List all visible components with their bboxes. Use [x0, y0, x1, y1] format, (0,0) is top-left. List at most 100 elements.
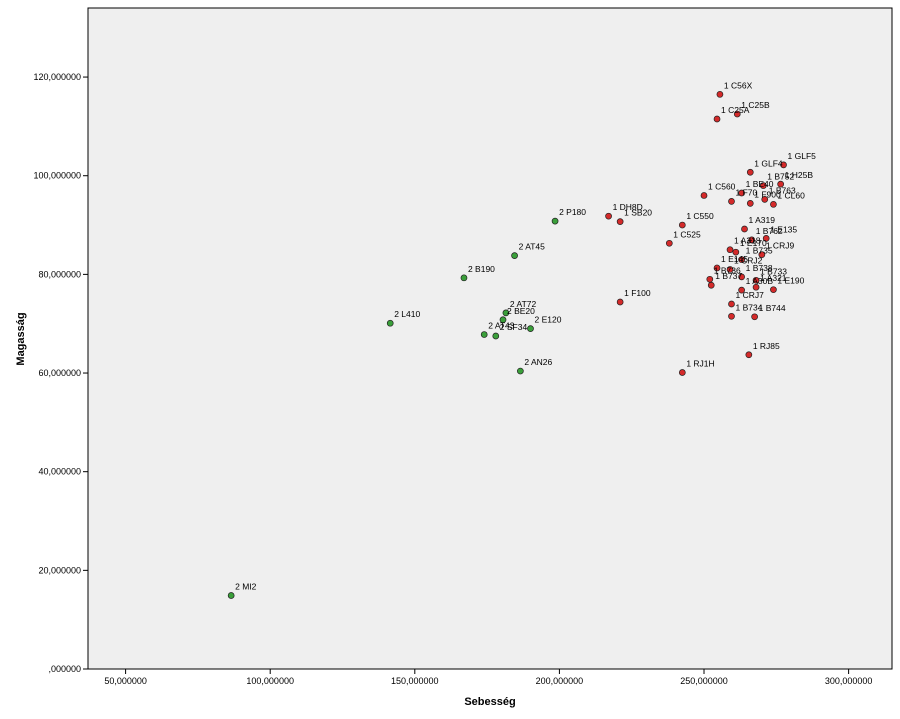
point-label: 1 B763	[769, 185, 796, 195]
data-point-group-1	[726, 266, 734, 273]
data-point-group-1	[728, 312, 735, 320]
data-point-group-1	[616, 298, 624, 306]
data-point-group-1	[605, 212, 612, 220]
data-point-group-1	[746, 199, 754, 207]
point-label: 1 B744	[759, 303, 786, 313]
data-point-group-1	[780, 161, 787, 169]
data-point-group-1	[761, 196, 769, 203]
data-point-group-1	[738, 189, 745, 197]
y-tick-label: 80,000000	[38, 269, 81, 279]
point-label: 1 E135	[770, 224, 797, 234]
x-axis-title: Sebesség	[464, 696, 515, 708]
point-label: 1 RJ85	[753, 341, 780, 351]
data-point-group-1	[738, 256, 745, 263]
point-label: 1 GLF4	[754, 158, 783, 168]
data-point-group-1	[759, 182, 767, 189]
point-label: 2 B190	[468, 264, 495, 274]
data-point-group-1	[678, 221, 686, 229]
point-label: 1 A319	[749, 215, 776, 225]
point-label: 1 E145	[721, 254, 748, 264]
x-tick-label: 150,000000	[391, 676, 439, 686]
data-point-group-1	[678, 369, 686, 376]
data-point-group-1	[716, 90, 724, 98]
point-label: 1 CRJ2	[734, 255, 763, 265]
data-point-group-2	[527, 325, 534, 332]
point-label: 1 B735	[746, 246, 773, 256]
y-tick-label: 60,000000	[38, 368, 81, 378]
y-tick-label: 120,000000	[33, 72, 81, 82]
point-label: 2 BE20	[507, 306, 535, 316]
point-label: 1 E170	[740, 238, 767, 248]
data-points	[227, 90, 787, 599]
data-point-group-1	[751, 313, 758, 321]
point-label: 1 B733	[760, 266, 787, 276]
data-point-group-1	[728, 300, 735, 308]
data-point-group-1	[741, 225, 748, 233]
point-label: 1 C550	[686, 211, 714, 221]
y-tick-label: 40,000000	[38, 467, 81, 477]
point-label: 1 B734	[735, 302, 762, 312]
point-label: 1 A318	[734, 236, 761, 246]
x-tick-label: 300,000000	[825, 676, 873, 686]
data-point-group-1	[713, 115, 721, 123]
data-point-group-1	[726, 246, 734, 254]
point-label: 1 CRJ7	[735, 290, 764, 300]
y-tick-label: 100,000000	[33, 171, 81, 181]
point-label: 1 CRJ9	[766, 241, 795, 251]
point-label: 1 C560	[708, 181, 736, 191]
data-point-group-1	[748, 236, 756, 244]
point-label: 1 E190	[777, 276, 804, 286]
x-tick-label: 200,000000	[536, 676, 584, 686]
point-label: 1 C25A	[721, 105, 750, 115]
data-point-group-1	[700, 192, 708, 199]
data-point-group-2	[517, 367, 524, 375]
point-label: 2 P180	[559, 207, 586, 217]
point-label: 1 A30B	[746, 276, 774, 286]
data-point-group-1	[738, 286, 745, 294]
point-label: 2 AT72	[510, 299, 537, 309]
point-label: 1 F70	[735, 187, 757, 197]
data-point-group-1	[777, 180, 785, 188]
point-label: 2 SF34	[500, 322, 528, 332]
data-point-group-2	[480, 331, 488, 338]
data-point-group-1	[770, 286, 777, 294]
point-label: 1 SB20	[624, 208, 652, 218]
point-label: 1 CL60	[777, 190, 805, 200]
point-label: 2 AN26	[524, 357, 552, 367]
point-label: 1 B737	[715, 271, 742, 281]
y-tick-label: ,000000	[48, 664, 81, 674]
data-point-group-1	[732, 248, 740, 256]
y-tick-label: 20,000000	[38, 565, 81, 575]
data-point-group-1	[758, 251, 766, 258]
point-label: 1 B762	[756, 226, 783, 236]
data-point-group-1	[746, 168, 754, 176]
y-axis-title: Magasság	[15, 312, 27, 365]
point-label: 1 B752	[767, 172, 794, 182]
data-point-group-1	[738, 273, 745, 281]
point-label: 2 E120	[534, 315, 561, 325]
data-point-group-1	[752, 283, 760, 291]
point-label: 1 F100	[624, 288, 651, 298]
y-axis: ,000000 20,000000 40,000000 60,000000 80,000…	[33, 72, 88, 674]
point-label: 1 C25B	[741, 100, 770, 110]
data-point-group-1	[616, 218, 624, 225]
data-point-group-1	[706, 275, 714, 283]
point-label: 1 BE40	[746, 179, 774, 189]
point-label: 1 GLF5	[788, 151, 817, 161]
point-label: 1 B738	[746, 263, 773, 273]
x-axis: 50,000000 100,000000 150,000000 200,000000 2…	[104, 669, 872, 686]
data-point-group-2	[551, 217, 559, 225]
point-label: 1 DH8D	[613, 202, 643, 212]
point-label: 1 H25B	[785, 170, 814, 180]
data-point-group-1	[762, 235, 770, 242]
x-tick-label: 250,000000	[680, 676, 728, 686]
point-label: 2 MI2	[235, 582, 257, 592]
data-point-group-2	[227, 592, 235, 599]
data-point-group-1	[752, 276, 760, 284]
point-label: 1 C525	[673, 229, 701, 239]
plot-area	[87, 7, 893, 670]
data-point-group-2	[386, 319, 394, 327]
data-point-group-2	[460, 274, 468, 282]
